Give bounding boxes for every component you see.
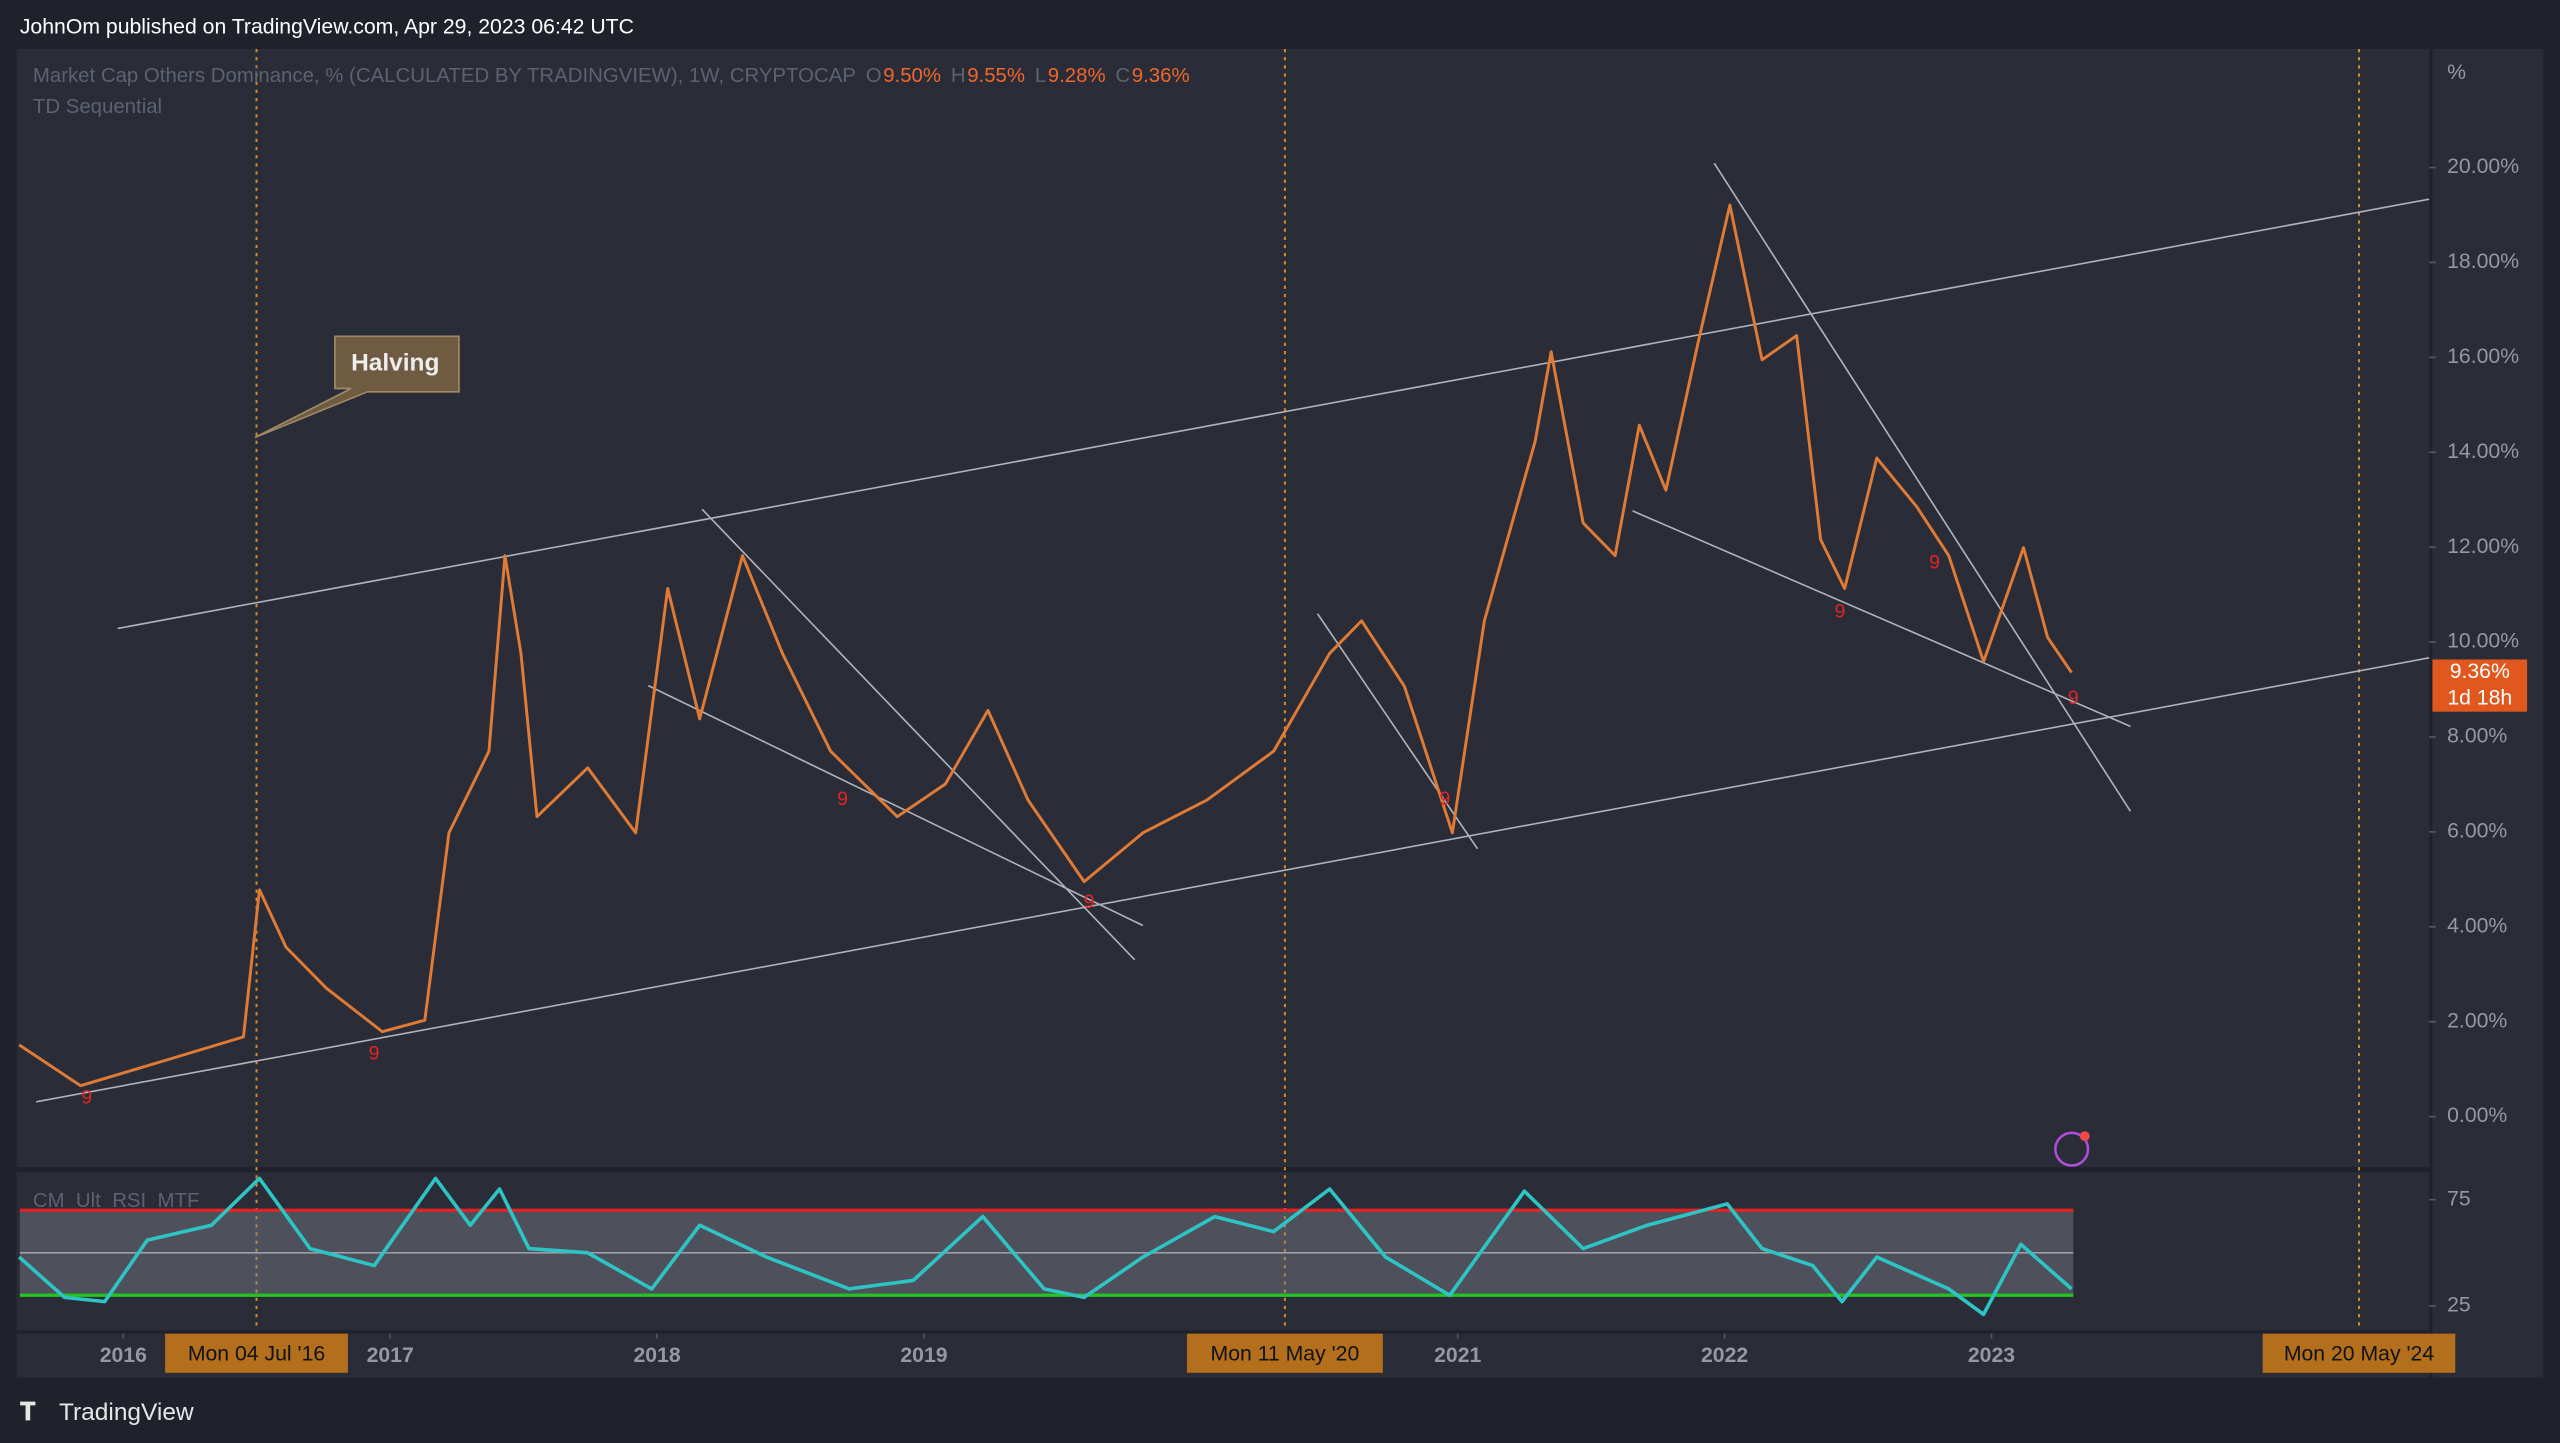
date-badge bbox=[165, 1333, 348, 1373]
td-mark: 9 bbox=[1834, 600, 1845, 622]
td-mark: 9 bbox=[837, 788, 848, 810]
ohlc-label: H bbox=[951, 65, 966, 87]
x-tick-label: 2023 bbox=[1968, 1344, 2015, 1367]
callout bbox=[254, 335, 460, 439]
y-tick-label: 2.00% bbox=[2447, 1009, 2507, 1032]
alert-icon[interactable] bbox=[2054, 1131, 2090, 1167]
y-tick-label: 16.00% bbox=[2447, 345, 2519, 368]
footer-brand: TradingView bbox=[59, 1399, 194, 1426]
y-tick-label: 14.00% bbox=[2447, 440, 2519, 463]
td-mark: 9 bbox=[369, 1043, 380, 1065]
x-tick-label: 2022 bbox=[1701, 1344, 1748, 1367]
halving-lines bbox=[255, 48, 2360, 1331]
ohlc-value: 9.55% bbox=[967, 65, 1025, 87]
y-tick-label: 6.00% bbox=[2447, 819, 2507, 842]
y-tick-label: 4.00% bbox=[2447, 914, 2507, 937]
rsi-title: CM_Ult_RSI_MTF bbox=[33, 1190, 200, 1212]
x-tick-label: 2021 bbox=[1434, 1344, 1481, 1367]
ohlc-label: O bbox=[866, 65, 882, 87]
ohlc-label: L bbox=[1035, 65, 1046, 87]
series-line bbox=[17, 1176, 2073, 1317]
ohlc-value: 9.28% bbox=[1048, 65, 1106, 87]
td-mark: 9 bbox=[1929, 551, 1940, 573]
ohlc-value: 9.36% bbox=[1132, 65, 1190, 87]
axis-unit: % bbox=[2447, 61, 2466, 84]
y-tick-label: 18.00% bbox=[2447, 250, 2519, 273]
x-tick-label: 2016 bbox=[100, 1344, 147, 1367]
y-tick-label: 12.00% bbox=[2447, 535, 2519, 558]
td-mark: 9 bbox=[81, 1087, 92, 1109]
price-badge-countdown: 1d 18h bbox=[2447, 686, 2512, 709]
td-mark: 9 bbox=[1439, 788, 1450, 810]
y-tick-label: 20.00% bbox=[2447, 155, 2519, 178]
date-badge bbox=[1186, 1333, 1383, 1373]
series-line bbox=[18, 203, 2073, 1088]
price-badge bbox=[2432, 659, 2528, 712]
price-pane bbox=[16, 48, 2430, 1168]
y-tick-label: 8.00% bbox=[2447, 725, 2507, 748]
x-tick-label: 2017 bbox=[367, 1344, 414, 1367]
td-mark: 9 bbox=[1084, 891, 1095, 913]
price-axis bbox=[2432, 48, 2544, 1378]
y-tick-label: 0.00% bbox=[2447, 1104, 2507, 1127]
x-tick-label: 2019 bbox=[900, 1344, 947, 1367]
date-badge-label: Mon 11 May '20 bbox=[1211, 1342, 1360, 1365]
y-tick-label: 75 bbox=[2447, 1187, 2471, 1210]
footer-bar bbox=[0, 1384, 2560, 1443]
ohlc-label: C bbox=[1115, 65, 1130, 87]
y-tick-label: 25 bbox=[2447, 1294, 2471, 1317]
date-badge bbox=[2262, 1333, 2456, 1373]
td-mark: 9 bbox=[2068, 687, 2079, 709]
y-tick-label: 10.00% bbox=[2447, 630, 2519, 653]
x-tick-label: 2018 bbox=[633, 1344, 680, 1367]
annotation: Halving bbox=[351, 349, 439, 376]
legend-symbol: Market Cap Others Dominance, % (CALCULAT… bbox=[33, 65, 856, 87]
header-title: JohnOm published on TradingView.com, Apr… bbox=[20, 15, 634, 38]
price-badge-price: 9.36% bbox=[2450, 660, 2510, 683]
legend-indicator: TD Sequential bbox=[33, 96, 162, 118]
date-badge-label: Mon 04 Jul '16 bbox=[188, 1342, 325, 1365]
alert-dot bbox=[2079, 1131, 2090, 1142]
footer-logo: 𝐓 bbox=[20, 1399, 36, 1426]
ohlc-value: 9.50% bbox=[883, 65, 941, 87]
date-badge-label: Mon 20 May '24 bbox=[2284, 1342, 2435, 1365]
trendlines bbox=[35, 162, 2430, 1103]
